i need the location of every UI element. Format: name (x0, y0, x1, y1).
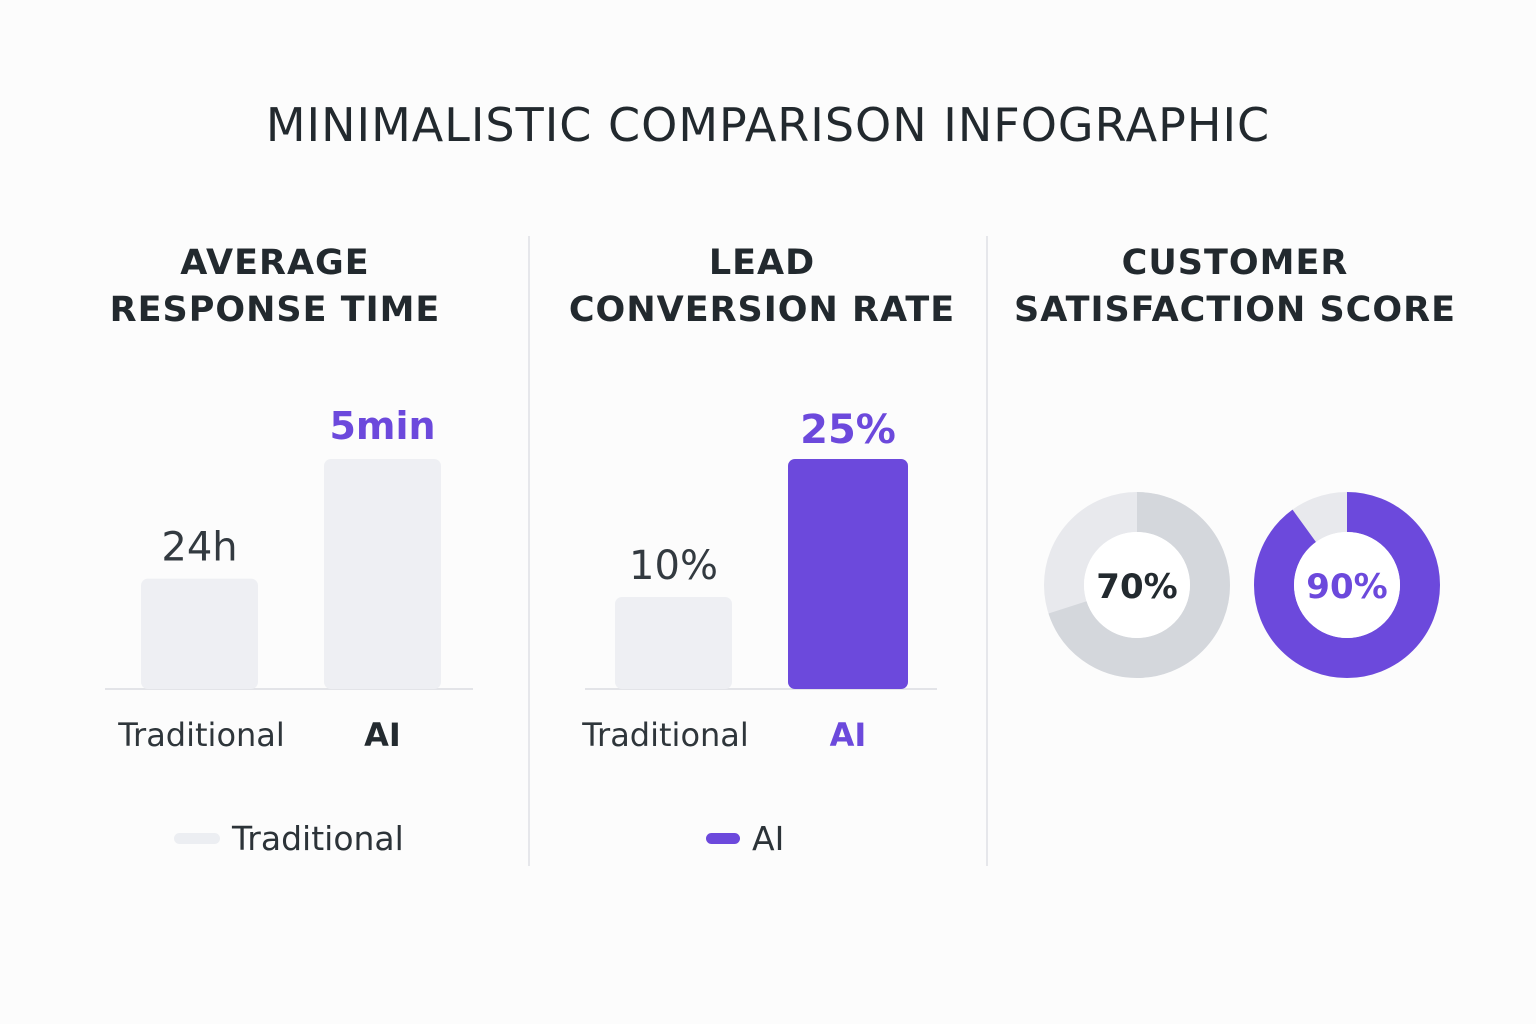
panel-divider-left (528, 236, 530, 866)
legend-ai: AI (706, 816, 784, 860)
conversion-rate-tick-traditional: Traditional (581, 716, 749, 754)
satisfaction-ring-value-traditional (1044, 492, 1230, 678)
legend-traditional-label: Traditional (232, 818, 404, 858)
legend-ai-swatch (706, 832, 740, 844)
response-time-value-traditional: 24h (161, 525, 237, 571)
conversion-rate-tick-ai: AI (830, 716, 867, 754)
conversion-rate-title: LEAD CONVERSION RATE (552, 240, 972, 334)
satisfaction-ring-center-ai (1294, 532, 1400, 638)
satisfaction-score-title: CUSTOMER SATISFACTION SCORE (1000, 240, 1470, 334)
panel-divider-right (986, 236, 988, 866)
response-time-value-ai: 5min (329, 404, 435, 448)
legend-ai-label: AI (752, 818, 785, 858)
satisfaction-ring-center-traditional (1084, 532, 1190, 638)
response-time-bar-ai (324, 459, 441, 689)
response-time-tick-traditional: Traditional (117, 716, 285, 754)
response-time-bar-traditional (141, 578, 258, 689)
conversion-rate-title-line1: LEAD (708, 243, 816, 283)
conversion-rate-title-line2: CONVERSION RATE (568, 290, 956, 330)
satisfaction-ring-value-ai (1254, 492, 1440, 678)
satisfaction-value-ai: 90% (1306, 567, 1387, 607)
legend-traditional-swatch (174, 832, 220, 844)
satisfaction-score-title-line1: CUSTOMER (1121, 243, 1349, 283)
satisfaction-score-title-line2: SATISFACTION SCORE (1014, 290, 1456, 330)
legend-traditional: Traditional (174, 816, 404, 860)
response-time-title-line1: AVERAGE (180, 243, 370, 283)
satisfaction-value-traditional: 70% (1096, 567, 1177, 607)
conversion-rate-bar-ai (788, 459, 908, 689)
conversion-rate-value-ai: 25% (800, 407, 896, 453)
response-time-tick-ai: AI (364, 716, 401, 754)
response-time-title: AVERAGE RESPONSE TIME (70, 240, 480, 334)
conversion-rate-value-traditional: 10% (629, 543, 718, 589)
conversion-rate-bar-traditional (615, 597, 732, 689)
response-time-title-line2: RESPONSE TIME (109, 290, 441, 330)
main-title: MINIMALISTIC COMPARISON INFOGRAPHIC (265, 98, 1271, 152)
